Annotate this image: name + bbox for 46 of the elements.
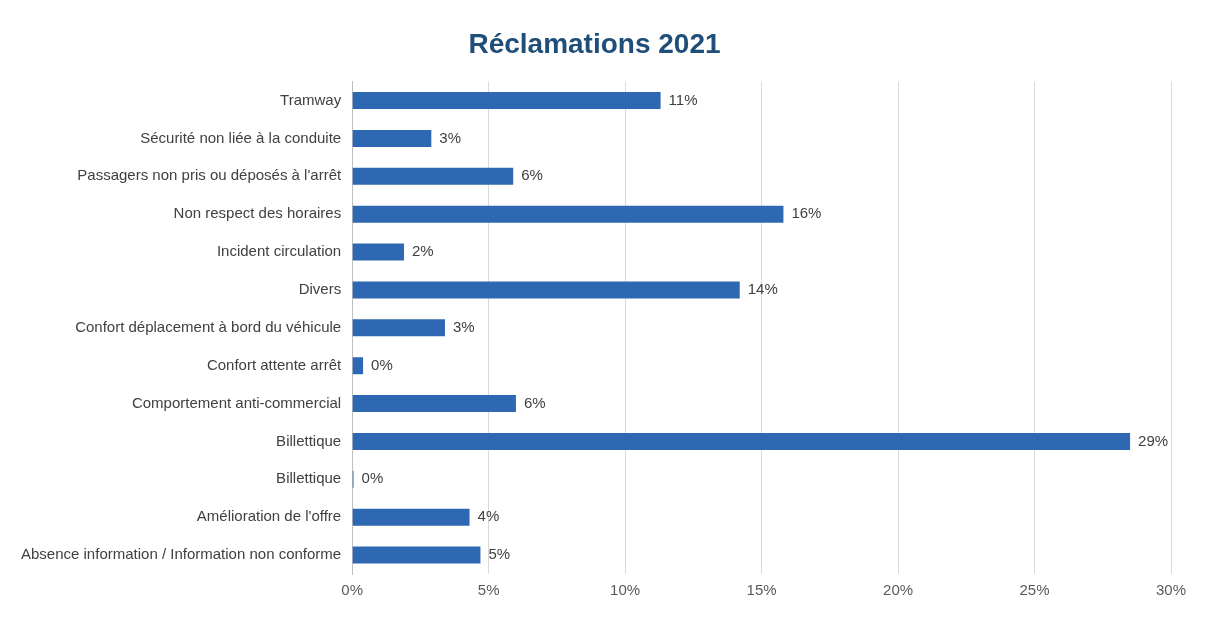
y-tick-label: Billettique [276,431,342,449]
y-tick-label: Amélioration de l'offre [196,507,342,525]
bar [352,92,661,110]
data-label: 14% [747,280,778,298]
bar [352,167,514,185]
bar [352,129,432,147]
bar [352,205,784,223]
data-label: 5% [488,545,511,563]
data-label: 3% [439,128,462,146]
y-tick-label: Tramway [280,90,342,108]
y-tick-label: Comportement anti-commercial [131,393,342,411]
x-tick-label: 30% [1155,581,1187,599]
data-label: 6% [523,393,546,411]
y-tick-label: Confort déplacement à bord du véhicule [75,317,342,335]
bar [352,319,445,337]
y-tick-label: Billettique [276,469,342,487]
data-label: 6% [521,166,543,184]
bar [352,395,516,413]
bar [352,357,364,375]
x-tick-label: 0% [341,581,364,599]
bar [352,432,1131,450]
x-tick-label: 25% [1019,581,1050,599]
data-label: 0% [361,469,384,487]
data-label: 0% [371,355,393,373]
x-tick-label: 5% [477,581,500,599]
bar [352,508,470,526]
x-tick-label: 10% [610,581,641,599]
y-tick-label: Absence information / Information non conforme [21,545,342,563]
bar [352,243,405,261]
data-label: 4% [477,507,500,525]
y-tick-label: Divers [298,280,342,298]
data-label: 11% [668,90,698,108]
data-label: 3% [452,317,475,335]
y-tick-label: Non respect des horaires [173,204,342,222]
x-tick-label: 15% [746,581,777,599]
data-label: 16% [791,204,822,222]
data-label: 2% [412,242,434,260]
bar [352,281,740,299]
chart-title: Réclamations 2021 [468,27,721,59]
y-tick-label: Confort attente arrêt [206,355,342,373]
y-tick-label: Incident circulation [216,242,342,260]
y-tick-label: Sécurité non liée à la conduite [140,128,342,146]
x-tick-label: 20% [883,581,914,599]
data-label: 29% [1138,431,1169,449]
bar [352,546,481,564]
y-tick-label: Passagers non pris ou déposés à l'arrêt [77,166,342,184]
